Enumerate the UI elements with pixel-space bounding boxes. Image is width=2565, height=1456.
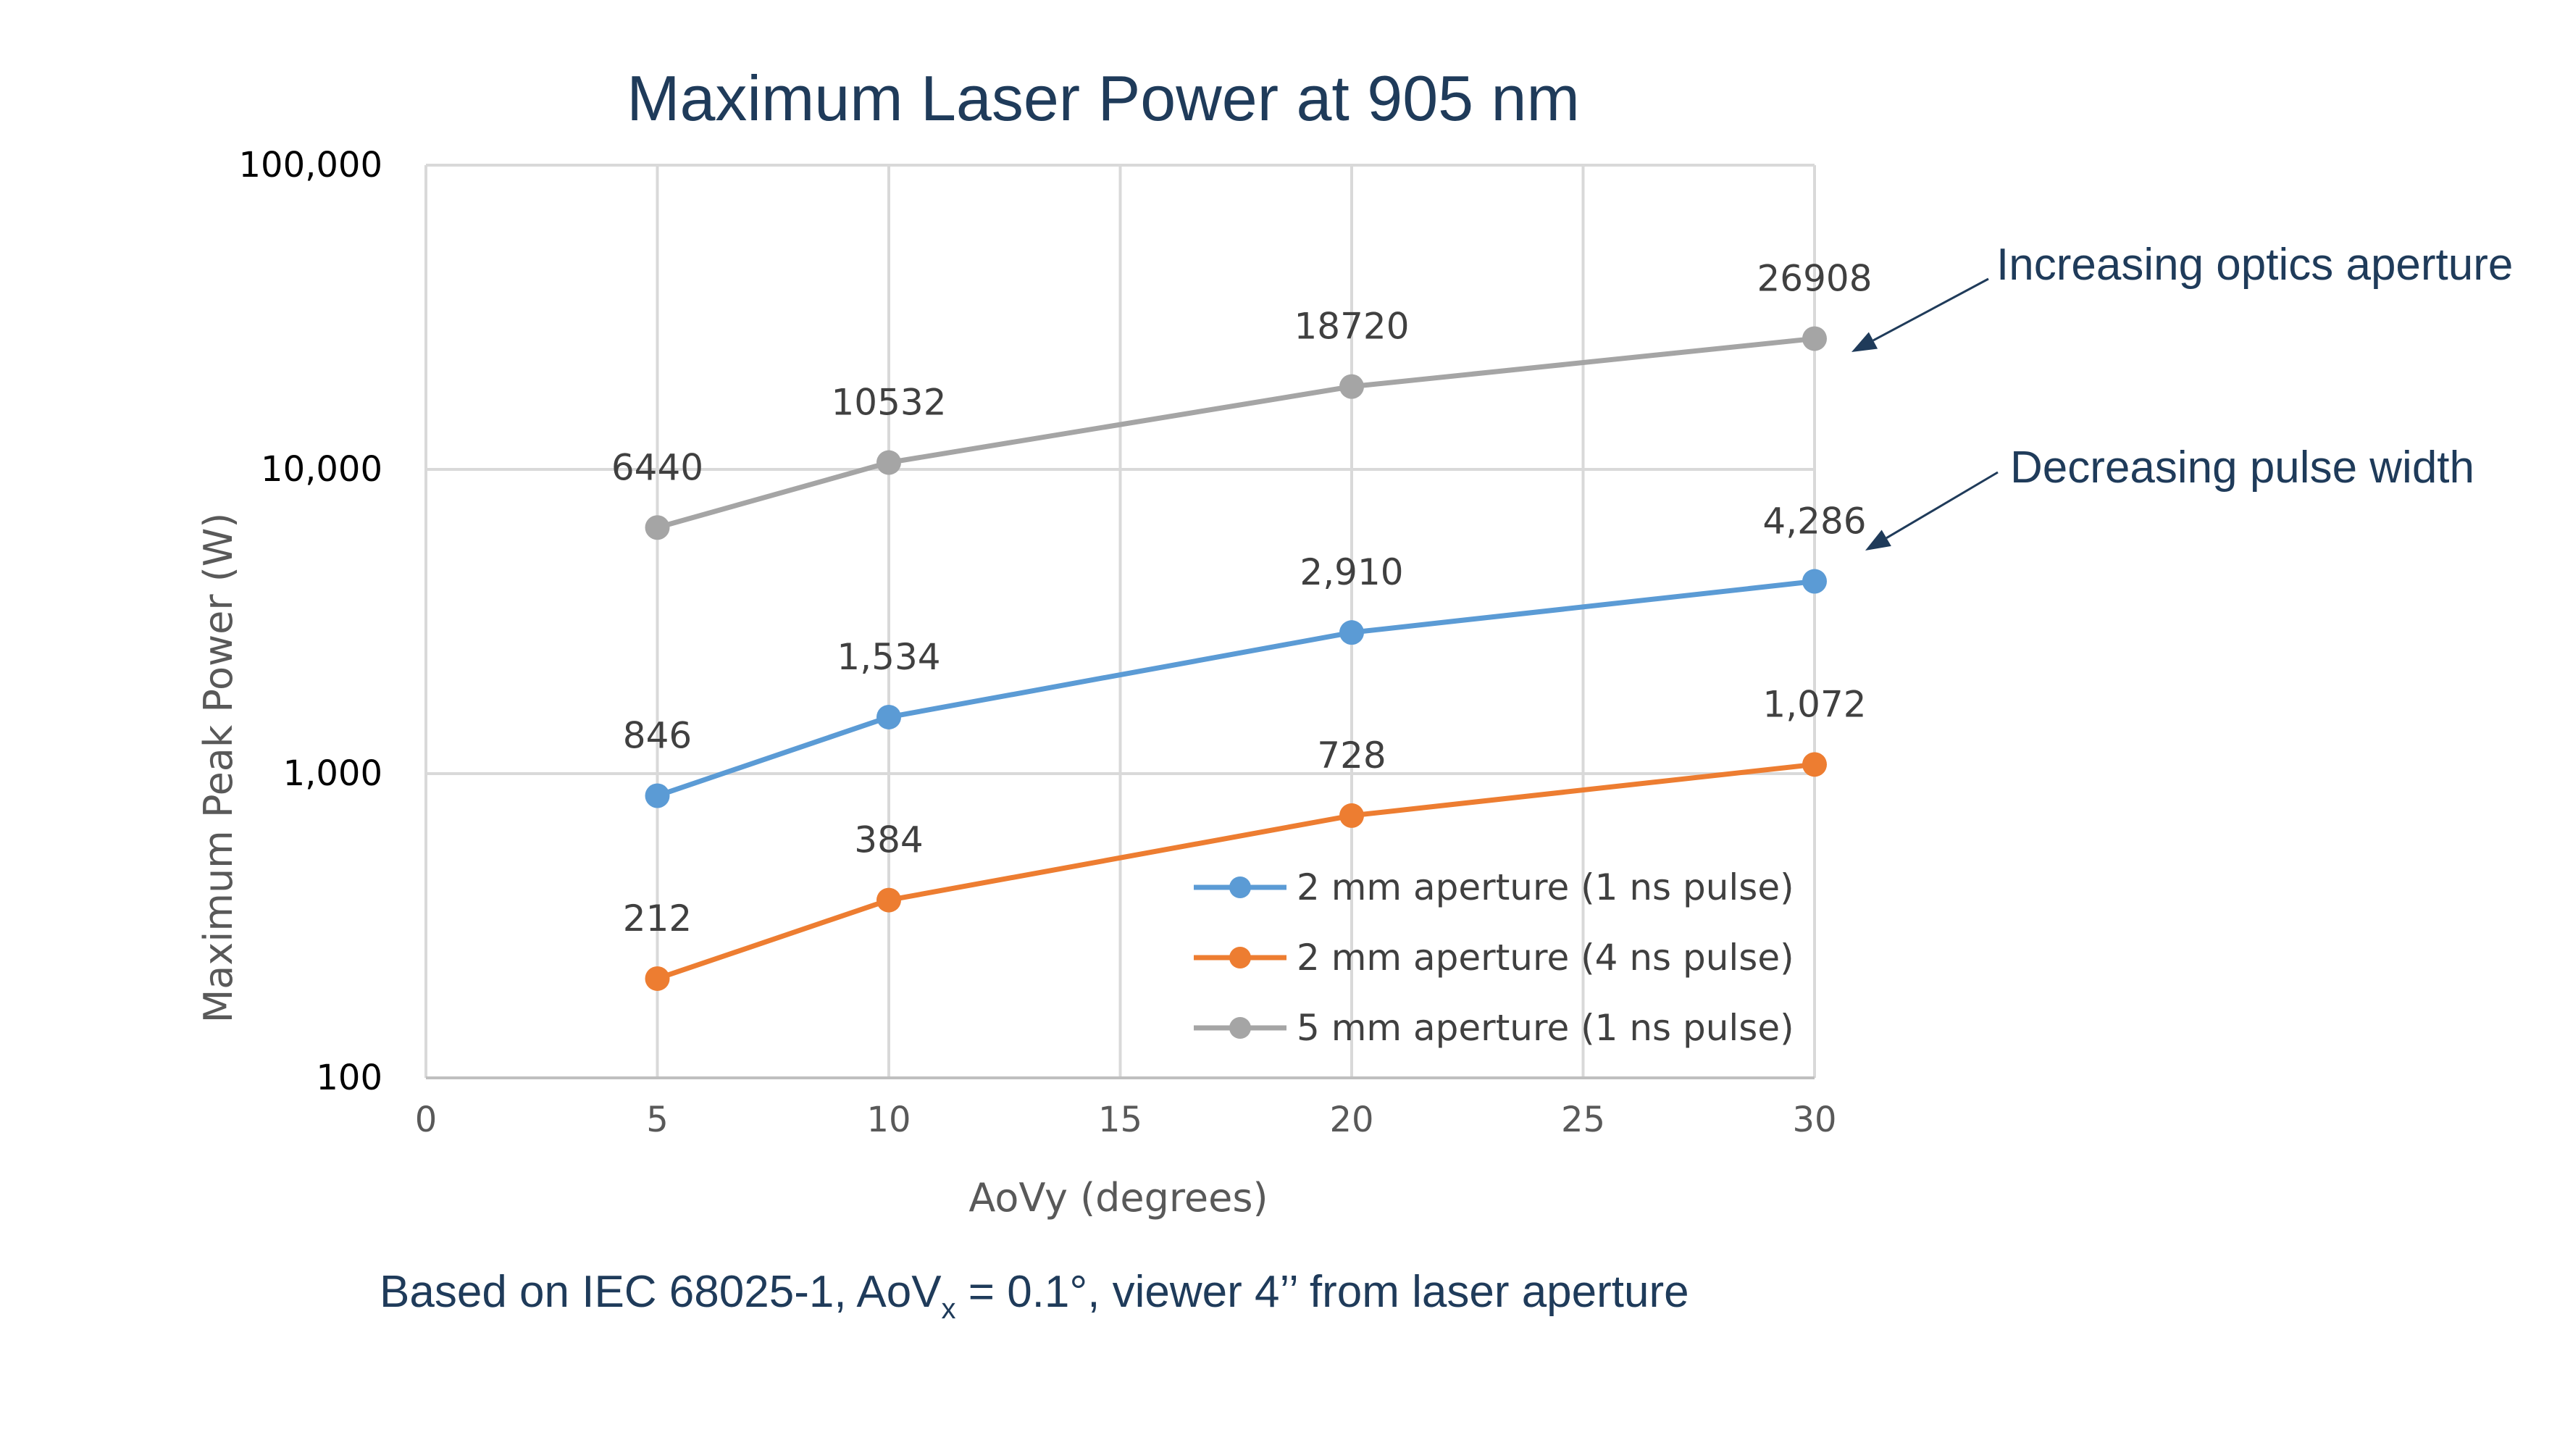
data-point — [1339, 620, 1364, 645]
annotation-arrow-head — [1851, 332, 1878, 352]
data-label: 10532 — [831, 382, 946, 424]
x-tick-label: 25 — [1561, 1100, 1605, 1140]
legend-marker — [1229, 876, 1251, 898]
data-label: 212 — [623, 898, 692, 940]
series-line — [656, 761, 1815, 982]
data-point — [1339, 803, 1364, 828]
x-tick-label: 15 — [1098, 1100, 1142, 1140]
data-point — [876, 704, 901, 729]
data-point — [876, 450, 901, 475]
annotation-arrow-line — [1873, 277, 1989, 342]
data-label: 18720 — [1294, 306, 1409, 348]
y-tick-label: 100 — [316, 1058, 382, 1098]
footnote-suffix: = 0.1°, viewer 4’’ from laser aperture — [956, 1267, 1689, 1317]
y-axis-label: Maximum Peak Power (W) — [196, 513, 241, 1024]
footnote: Based on IEC 68025-1, AoVx = 0.1°, viewe… — [380, 1267, 1689, 1325]
annotation-text: Increasing optics aperture — [1996, 240, 2513, 290]
x-tick-label: 30 — [1792, 1100, 1836, 1140]
data-point — [1339, 374, 1364, 399]
chart-title: Maximum Laser Power at 905 nm — [627, 62, 1580, 134]
annotation-arrow-head — [1865, 530, 1891, 551]
legend: 2 mm aperture (1 ns pulse) 2 mm aperture … — [1194, 866, 1794, 1049]
data-point — [645, 783, 670, 808]
data-label: 2,910 — [1300, 551, 1403, 593]
data-label: 846 — [623, 715, 692, 757]
footnote-prefix: Based on IEC 68025-1, AoV — [380, 1267, 942, 1317]
data-point — [876, 887, 901, 913]
series-line — [656, 335, 1815, 530]
footnote-subscript: x — [942, 1293, 956, 1325]
data-point — [1802, 752, 1827, 777]
data-label: 26908 — [1757, 257, 1872, 299]
legend-marker — [1229, 1017, 1251, 1039]
x-tick-label: 10 — [866, 1100, 911, 1140]
data-point — [1802, 326, 1827, 351]
x-tick-label: 0 — [415, 1100, 438, 1140]
x-axis-label: AoVy (degrees) — [968, 1175, 1268, 1221]
annotation-text: Decreasing pulse width — [2010, 443, 2474, 493]
data-point — [1802, 569, 1827, 594]
data-point — [645, 515, 670, 540]
axes — [424, 165, 1815, 1079]
data-label: 4,286 — [1762, 501, 1866, 543]
data-label: 1,534 — [837, 636, 940, 678]
data-labels: 846 1,534 2,910 4,286 212 384 728 1,072 6440 1053… — [611, 257, 1873, 939]
data-point — [645, 966, 670, 991]
data-label: 384 — [854, 819, 923, 861]
data-label: 728 — [1317, 735, 1386, 777]
series-group — [645, 326, 1827, 991]
series-line — [656, 579, 1815, 798]
x-axis-ticks: 0 5 10 15 20 25 30 — [415, 1100, 1837, 1140]
legend-entry: 2 mm aperture (4 ns pulse) — [1297, 937, 1794, 979]
gridlines — [426, 164, 1816, 1078]
y-axis-ticks: 100 1,000 10,000 100,000 — [239, 145, 383, 1098]
x-tick-label: 20 — [1329, 1100, 1373, 1140]
y-tick-label: 10,000 — [261, 449, 382, 490]
y-tick-label: 100,000 — [239, 145, 383, 185]
legend-entry: 5 mm aperture (1 ns pulse) — [1297, 1007, 1794, 1049]
data-label: 1,072 — [1762, 683, 1866, 725]
x-tick-label: 5 — [646, 1100, 669, 1140]
data-label: 6440 — [611, 446, 703, 488]
legend-marker — [1229, 947, 1251, 968]
legend-entry: 2 mm aperture (1 ns pulse) — [1297, 866, 1794, 908]
annotation-arrow-line — [1886, 471, 1999, 540]
y-tick-label: 1,000 — [283, 753, 382, 794]
annotations: Increasing optics aperture Decreasing pul… — [1851, 240, 2513, 551]
